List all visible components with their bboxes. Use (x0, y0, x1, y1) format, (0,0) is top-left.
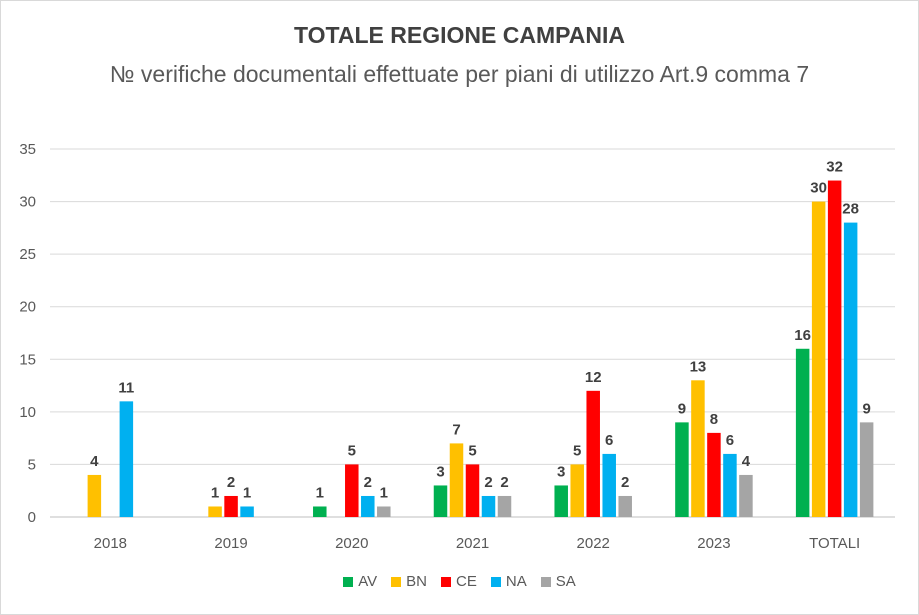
bar-sa-2020 (377, 506, 391, 517)
data-label: 30 (810, 180, 827, 197)
legend-item-sa: SA (540, 573, 576, 590)
x-tick-label: 2021 (456, 535, 489, 552)
legend-label: NA (505, 573, 527, 590)
bar-na-2021 (481, 495, 496, 517)
bar-av-2020 (313, 506, 327, 517)
data-label: 11 (118, 379, 134, 396)
x-tick-label: TOTALI (809, 535, 860, 552)
y-tick-label: 30 (19, 194, 36, 211)
data-label: 8 (710, 411, 718, 428)
legend-item-na: NA (490, 573, 527, 590)
data-label: 1 (211, 484, 219, 501)
legend-label: AV (358, 573, 378, 590)
data-label: 6 (726, 432, 734, 449)
bar-ce-2019 (224, 495, 238, 517)
bar-av-2023 (675, 422, 689, 517)
x-tick-label: 2022 (577, 535, 610, 552)
y-tick-label: 25 (19, 246, 36, 263)
data-label: 2 (364, 474, 372, 491)
data-label: 4 (742, 453, 751, 470)
bar-sa-2022 (618, 495, 632, 517)
legend-item-ce: CE (441, 573, 477, 590)
bar-na-2022 (602, 453, 616, 517)
y-tick-label: 15 (19, 351, 36, 368)
legend: AV BN CE NA SA (0, 573, 919, 590)
x-tick-label: 2023 (697, 535, 730, 552)
legend-swatch (540, 576, 551, 587)
data-label: 9 (678, 400, 686, 417)
data-label: 5 (468, 442, 476, 459)
x-tick-label: 2018 (94, 535, 127, 552)
data-label: 32 (826, 159, 843, 176)
bar-na-2023 (723, 453, 737, 517)
data-label: 16 (794, 327, 811, 344)
bar-bn-2022 (570, 464, 584, 517)
legend-item-av: AV (343, 573, 377, 590)
data-label: 2 (500, 474, 508, 491)
data-label: 1 (380, 484, 388, 501)
data-label: 12 (585, 369, 602, 386)
data-label: 5 (573, 442, 581, 459)
y-tick-label: 20 (19, 299, 36, 316)
bar-ce-2023 (707, 432, 721, 517)
bar-ce-2022 (586, 390, 600, 517)
data-label: 28 (842, 201, 859, 218)
x-tick-label: 2019 (214, 535, 247, 552)
data-label: 3 (557, 463, 565, 480)
bar-bn-2019 (208, 506, 222, 517)
data-label: 1 (243, 484, 251, 501)
bar-av-2022 (554, 485, 568, 517)
legend-label: CE (456, 573, 477, 590)
data-label: 13 (690, 358, 707, 375)
legend-label: SA (555, 573, 576, 590)
y-tick-label: 0 (28, 509, 36, 526)
data-label: 7 (452, 421, 460, 438)
bar-bn-2018 (87, 474, 102, 517)
bar-av-2021 (433, 485, 448, 517)
bar-sa-2021 (497, 495, 512, 517)
legend-swatch (490, 576, 501, 587)
data-label: 2 (227, 474, 235, 491)
bar-ce-2021 (465, 464, 480, 517)
data-label: 1 (316, 484, 324, 501)
bar-bn-totali (811, 201, 826, 518)
bar-na-2018 (119, 401, 134, 517)
chart-subtitle: № verifiche documentali effettuate per p… (109, 61, 810, 87)
data-label: 9 (862, 400, 870, 417)
bar-ce-2020 (345, 464, 359, 517)
bar-na-totali (843, 222, 858, 517)
data-label: 2 (484, 474, 492, 491)
legend-item-bn: BN (391, 573, 427, 590)
bar-bn-2023 (691, 380, 705, 517)
data-label: 3 (436, 463, 444, 480)
bar-sa-totali (859, 422, 874, 517)
legend-swatch (343, 576, 354, 587)
data-label: 2 (621, 474, 629, 491)
data-label: 5 (348, 442, 356, 459)
legend-label: BN (406, 573, 428, 590)
data-label: 6 (605, 432, 613, 449)
chart-title: TOTALE REGIONE CAMPANIA (294, 22, 625, 48)
bar-ce-totali (827, 180, 842, 518)
bar-sa-2023 (739, 474, 753, 517)
legend-swatch (441, 576, 452, 587)
data-label: 4 (90, 453, 99, 470)
y-tick-label: 10 (19, 404, 36, 421)
bar-na-2019 (240, 506, 254, 517)
bar-bn-2021 (449, 443, 464, 517)
y-tick-label: 35 (19, 141, 36, 158)
legend-swatch (391, 576, 402, 587)
y-tick-label: 5 (28, 456, 36, 473)
bar-na-2020 (361, 495, 375, 517)
x-tick-label: 2020 (335, 535, 368, 552)
bar-av-totali (795, 348, 810, 517)
